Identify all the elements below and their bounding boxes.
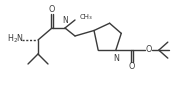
Text: O: O (145, 45, 152, 54)
Text: H$_2$N: H$_2$N (7, 33, 24, 45)
Text: CH₃: CH₃ (80, 14, 93, 20)
Text: N: N (62, 15, 68, 24)
Text: O: O (49, 4, 55, 14)
Text: O: O (129, 62, 135, 71)
Text: N: N (113, 54, 119, 63)
